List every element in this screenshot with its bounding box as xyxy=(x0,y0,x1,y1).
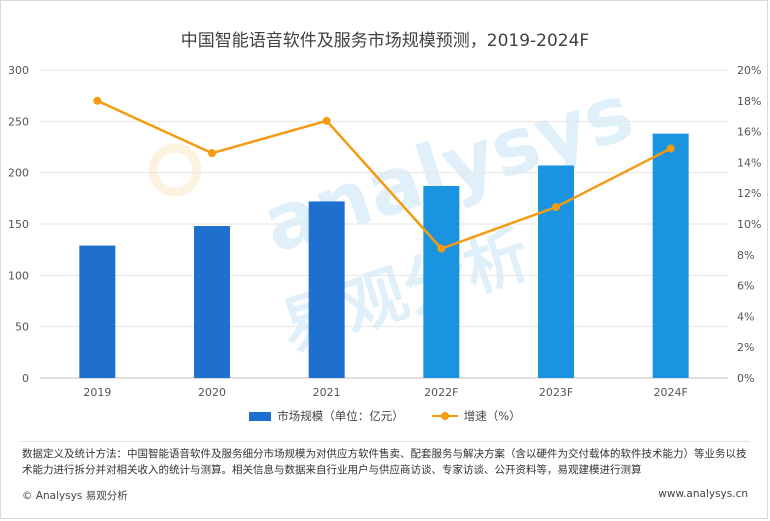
right-axis-tick-label: 20% xyxy=(737,64,761,77)
right-axis-tick-label: 0% xyxy=(737,372,754,385)
legend-bar-swatch xyxy=(249,411,272,421)
right-axis-tick-label: 6% xyxy=(737,280,754,293)
legend-line-label: 增速（%） xyxy=(463,409,521,423)
x-axis-tick-label: 2023F xyxy=(539,386,573,399)
left-axis-tick-label: 150 xyxy=(8,218,29,231)
x-axis-tick-label: 2019 xyxy=(83,386,111,399)
chart-title: 中国智能语音软件及服务市场规模预测，2019-2024F xyxy=(180,31,590,51)
right-axis-tick-label: 8% xyxy=(737,249,754,262)
bar-2024F xyxy=(652,133,689,378)
growth-line-series xyxy=(93,96,675,253)
bar-2022F xyxy=(423,186,460,378)
bar-2019 xyxy=(79,245,116,378)
legend-line-swatch xyxy=(431,412,458,420)
right-axis-tick-label: 4% xyxy=(737,310,754,323)
growth-line xyxy=(96,99,672,250)
right-axis-tick-label: 10% xyxy=(737,218,761,231)
x-axis-ticks: 2019 2020 2021 2022F 2023F 2024F xyxy=(83,386,687,399)
right-axis-tick-label: 14% xyxy=(737,156,761,169)
growth-point-2022F xyxy=(437,244,446,253)
grid-lines xyxy=(40,69,728,379)
left-axis-ticks: 0 50 100 150 200 250 300 xyxy=(8,64,29,385)
growth-point-2020 xyxy=(208,149,216,158)
legend-item-bar: 市场规模（单位：亿元） xyxy=(249,408,404,424)
bar-series xyxy=(79,133,689,378)
right-axis-tick-label: 2% xyxy=(737,341,754,354)
bar-2023F xyxy=(538,165,574,378)
footer-website: www.analysys.cn xyxy=(658,488,748,500)
left-axis-tick-label: 100 xyxy=(8,269,29,282)
growth-point-2019 xyxy=(93,96,102,105)
bar-2020 xyxy=(194,226,230,378)
left-axis-tick-label: 300 xyxy=(8,64,29,77)
right-axis-tick-label: 16% xyxy=(737,126,761,139)
methodology-note: 数据定义及统计方法：中国智能语音软件及服务细分市场规模为对供应方软件售卖、配套服… xyxy=(22,448,747,476)
chart-legend: 市场规模（单位：亿元） 增速（%） xyxy=(0,408,770,424)
note-divider xyxy=(20,441,750,442)
right-axis-ticks: 0% 2% 4% 6% 8% 10% 12% 14% 16% 18% 20% xyxy=(737,64,761,385)
legend-item-line: 增速（%） xyxy=(431,408,521,424)
x-axis-tick-label: 2021 xyxy=(313,386,341,399)
legend-bar-label: 市场规模（单位：亿元） xyxy=(277,409,404,423)
x-axis-tick-label: 2022F xyxy=(424,386,458,399)
right-axis-tick-label: 18% xyxy=(737,95,761,108)
left-axis-tick-label: 250 xyxy=(8,115,29,128)
growth-point-2023F xyxy=(552,203,560,212)
x-axis-tick-label: 2020 xyxy=(198,386,226,399)
left-axis-tick-label: 50 xyxy=(15,321,29,334)
watermark-logo-ring xyxy=(148,143,202,197)
growth-point-2024F xyxy=(666,144,675,153)
left-axis-tick-label: 200 xyxy=(8,167,29,180)
bar-2021 xyxy=(308,201,345,378)
x-axis-tick-label: 2024F xyxy=(654,386,688,399)
growth-point-2021 xyxy=(322,116,331,125)
left-axis-tick-label: 0 xyxy=(22,372,29,385)
right-axis-tick-label: 12% xyxy=(737,187,761,200)
footer-copyright: © Analysys 易观分析 xyxy=(22,490,128,502)
